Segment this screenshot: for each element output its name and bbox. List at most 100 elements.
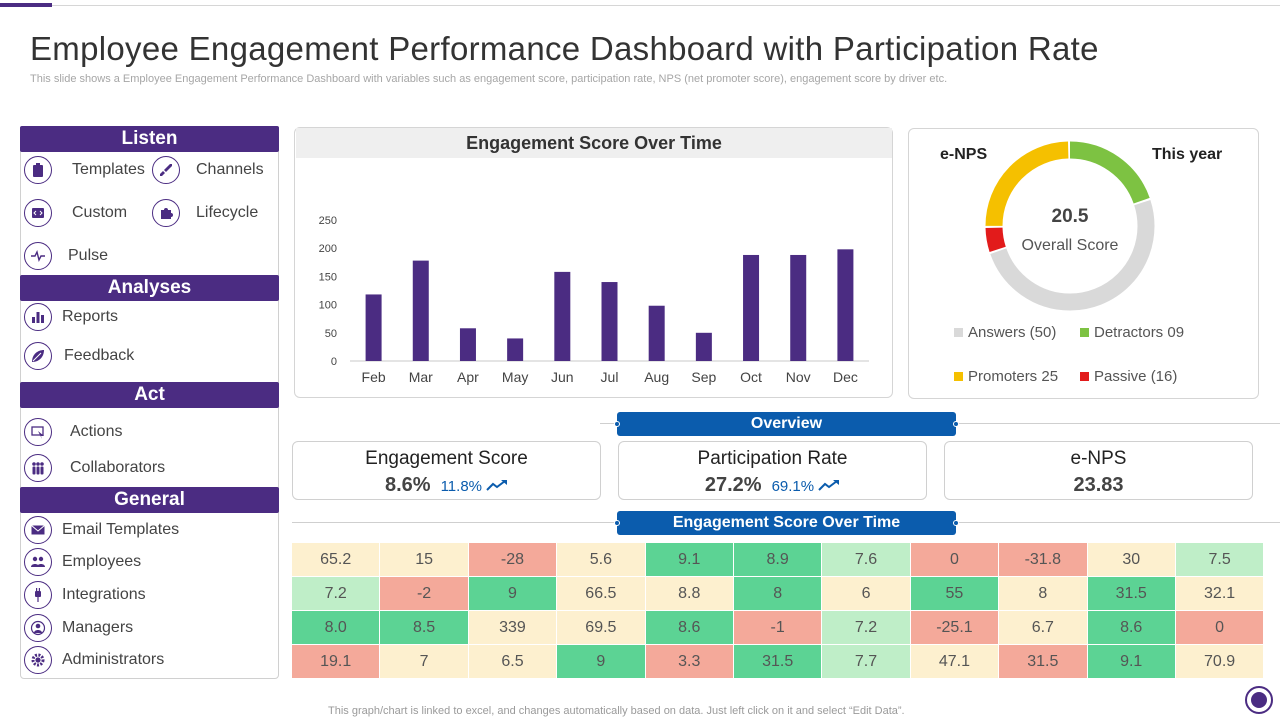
heatmap-cell: 7.5 <box>1174 542 1265 577</box>
section-header-listen: Listen <box>20 126 279 152</box>
heatmap-cell: 5.6 <box>556 542 646 577</box>
section-header-general: General <box>20 487 279 513</box>
heatmap-cell: -1 <box>732 610 823 645</box>
bar <box>790 254 807 361</box>
bar-chart-icon <box>24 303 52 331</box>
heatmap-cell: 8.5 <box>379 610 469 645</box>
engagement-heatmap: 65.2 15 -28 5.6 9.1 8.9 7.6 0 -31.8 30 7.5 7.2 -2 9 66… <box>290 542 1265 679</box>
sidebar-item-email-templates[interactable]: Email Templates <box>24 514 179 546</box>
sidebar-item-managers[interactable]: Managers <box>24 612 133 644</box>
x-tick-label: Oct <box>740 369 762 385</box>
overview-header: Overview <box>614 412 959 436</box>
bar <box>743 254 760 361</box>
enps-score: 20.5 <box>1051 206 1089 227</box>
heatmap-header: Engagement Score Over Time <box>614 511 959 535</box>
trend-up-icon <box>814 478 840 496</box>
kpi-participation-rate: Participation Rate 27.2% 69.1% <box>618 441 927 500</box>
heatmap-cell: 0 <box>909 542 1000 577</box>
heatmap-cell: 7 <box>379 644 469 679</box>
kpi-title: e-NPS <box>1070 448 1127 469</box>
heatmap-cell: 8.8 <box>644 576 734 611</box>
code-window-icon <box>24 199 52 227</box>
heatmap-cell: 7.7 <box>821 644 911 679</box>
sidebar-item-administrators[interactable]: Administrators <box>24 644 164 676</box>
heatmap-cell: 9 <box>556 644 646 679</box>
sidebar-item-pulse[interactable]: Pulse <box>24 240 108 272</box>
heatmap-cell: 31.5 <box>998 644 1088 679</box>
sidebar-item-actions[interactable]: Actions <box>24 416 122 448</box>
bar <box>554 271 571 361</box>
sidebar-item-label: Feedback <box>64 347 135 364</box>
heatmap-cell: 65.2 <box>290 542 381 577</box>
heatmap-cell: 31.5 <box>1086 576 1176 611</box>
heatmap-cell: 6 <box>821 576 911 611</box>
sidebar-item-label: Actions <box>70 423 123 440</box>
pulse-icon <box>24 242 52 270</box>
sidebar-item-label: Administrators <box>62 651 165 668</box>
kpi-value: 27.2% <box>704 474 762 496</box>
user-icon <box>24 614 52 642</box>
sidebar-item-label: Lifecycle <box>196 204 259 221</box>
bar <box>601 282 618 361</box>
page-title: Employee Engagement Performance Dashboar… <box>30 30 1099 67</box>
heatmap-cell: 7.2 <box>821 610 911 645</box>
sidebar-item-label: Reports <box>62 308 119 325</box>
heatmap-cell: -25.1 <box>909 610 1000 645</box>
sidebar-item-collaborators[interactable]: Collaborators <box>24 452 165 484</box>
sidebar-item-integrations[interactable]: Integrations <box>24 579 146 611</box>
bar <box>695 332 712 361</box>
heatmap-cell: 55 <box>909 576 1000 611</box>
heatmap-cell: 15 <box>379 542 469 577</box>
x-tick-label: Jun <box>551 369 574 385</box>
heatmap-cell: 8.0 <box>290 610 381 645</box>
sidebar-item-label: Managers <box>62 619 134 636</box>
heatmap-row: 19.1 7 6.5 9 3.3 31.5 7.7 47.1 31.5 9.1 70.9 <box>290 644 1265 679</box>
heatmap-cell: 3.3 <box>644 644 734 679</box>
heatmap-row: 7.2 -2 9 66.5 8.8 8 6 55 8 31.5 32.1 <box>290 576 1265 611</box>
top-divider <box>0 5 1280 6</box>
kpi-value: 23.83 <box>1073 474 1124 496</box>
section-header-act: Act <box>20 382 279 408</box>
sidebar-item-channels[interactable]: Channels <box>152 154 264 186</box>
heatmap-cell: 8 <box>998 576 1088 611</box>
heatmap-cell: -28 <box>467 542 558 577</box>
heatmap-cell: 30 <box>1086 542 1176 577</box>
heatmap-cell: 0 <box>1174 610 1265 645</box>
kpi-value: 8.6% <box>384 474 431 496</box>
legend-passive: Passive (16) <box>1080 368 1177 385</box>
sidebar-item-employees[interactable]: Employees <box>24 546 141 578</box>
heatmap-row: 8.0 8.5 339 69.5 8.6 -1 7.2 -25.1 6.7 8.6 0 <box>290 610 1265 645</box>
bar <box>365 294 382 361</box>
section-header-analyses: Analyses <box>20 275 279 301</box>
gauge-segment-detractors <box>985 141 1155 311</box>
heatmap-cell: 69.5 <box>556 610 646 645</box>
legend-promoters: Promoters 25 <box>954 368 1058 385</box>
heatmap-cell: 339 <box>467 610 558 645</box>
x-tick-label: Jul <box>601 369 619 385</box>
group-icon <box>24 548 52 576</box>
x-tick-label: Dec <box>833 369 858 385</box>
sidebar-item-lifecycle[interactable]: Lifecycle <box>152 197 258 229</box>
kpi-change: 11.8% <box>440 478 482 495</box>
sidebar-item-templates[interactable]: Templates <box>24 154 145 186</box>
sidebar-item-custom[interactable]: Custom <box>24 197 127 229</box>
x-tick-label: Feb <box>362 369 386 385</box>
rocket-icon <box>152 156 180 184</box>
gauge-segment-answers <box>985 141 1155 311</box>
heatmap-cell: 70.9 <box>1174 644 1265 679</box>
sidebar-item-label: Collaborators <box>70 459 166 476</box>
plug-icon <box>24 581 52 609</box>
sidebar-item-label: Employees <box>62 553 142 570</box>
y-tick-label: 100 <box>319 300 337 312</box>
sidebar-item-feedback[interactable]: Feedback <box>24 340 134 372</box>
enps-period: This year <box>1152 146 1223 163</box>
x-tick-label: Apr <box>457 369 479 385</box>
heatmap-cell: 8.9 <box>732 542 823 577</box>
heatmap-cell: 7.2 <box>290 576 381 611</box>
kpi-title: Participation Rate <box>697 448 848 469</box>
heatmap-cell: 66.5 <box>556 576 646 611</box>
sidebar-item-label: Email Templates <box>62 521 180 538</box>
heatmap-cell: 9 <box>467 576 558 611</box>
sidebar-item-reports[interactable]: Reports <box>24 301 118 333</box>
y-tick-label: 50 <box>325 328 337 340</box>
